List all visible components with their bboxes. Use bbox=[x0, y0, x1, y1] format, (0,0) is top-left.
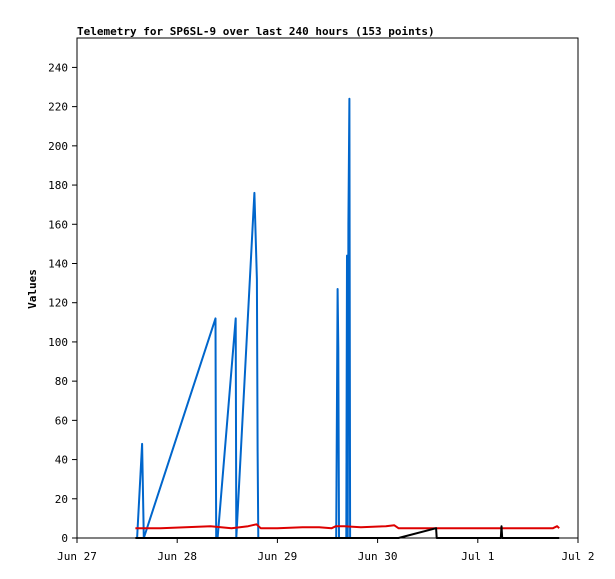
y-axis-label: Values bbox=[26, 269, 39, 309]
y-tick-label: 220 bbox=[48, 101, 68, 114]
x-tick-label: Jul 1 bbox=[461, 550, 494, 563]
y-tick-label: 180 bbox=[48, 179, 68, 192]
chart-title: Telemetry for SP6SL-9 over last 240 hour… bbox=[77, 25, 435, 38]
x-tick-label: Jun 28 bbox=[157, 550, 197, 563]
plot-frame bbox=[76, 37, 579, 539]
y-tick-label: 200 bbox=[48, 140, 68, 153]
series-line-3 bbox=[135, 525, 560, 539]
y-tick-label: 140 bbox=[48, 257, 68, 270]
y-tick-label: 0 bbox=[61, 532, 68, 545]
x-tick-label: Jun 29 bbox=[258, 550, 298, 563]
x-tick-label: Jun 30 bbox=[358, 550, 398, 563]
series-line-2 bbox=[135, 523, 560, 530]
y-tick-label: 160 bbox=[48, 218, 68, 231]
y-tick-label: 60 bbox=[55, 414, 68, 427]
series-lines bbox=[135, 97, 560, 539]
y-axis: 0 20 40 60 80 100 120 140 160 180 200 220 240 bbox=[48, 61, 77, 545]
y-tick-label: 20 bbox=[55, 493, 68, 506]
y-tick-label: 80 bbox=[55, 375, 68, 388]
y-tick-label: 120 bbox=[48, 297, 68, 310]
x-axis: Jun 27 Jun 28 Jun 29 Jun 30 Jul 1 Jul 2 bbox=[57, 538, 595, 563]
x-tick-label: Jun 27 bbox=[57, 550, 97, 563]
x-tick-label: Jul 2 bbox=[561, 550, 594, 563]
series-line-1 bbox=[136, 97, 352, 539]
y-tick-label: 100 bbox=[48, 336, 68, 349]
y-tick-label: 40 bbox=[55, 454, 68, 467]
y-tick-label: 240 bbox=[48, 61, 68, 74]
